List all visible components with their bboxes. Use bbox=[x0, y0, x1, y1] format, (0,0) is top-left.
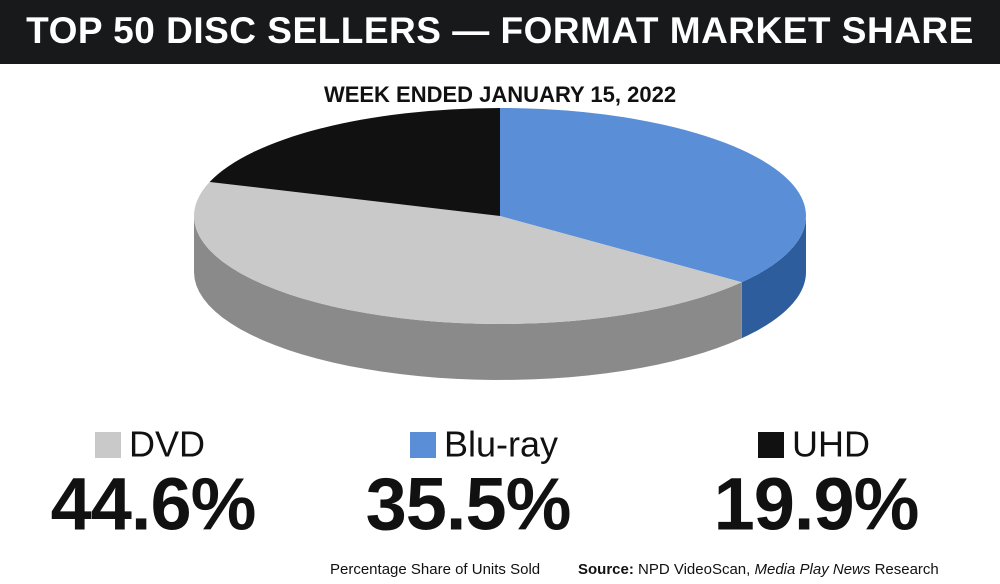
source-publication: Media Play News bbox=[755, 561, 871, 578]
source-text: NPD VideoScan, bbox=[638, 561, 750, 578]
legend-swatch bbox=[410, 432, 436, 458]
legend-label: DVD bbox=[129, 424, 205, 465]
pie bbox=[193, 108, 806, 380]
source: Source: NPD VideoScan, Media Play News R… bbox=[578, 561, 939, 578]
value-label: 19.9% bbox=[714, 463, 919, 546]
pie-slice bbox=[500, 108, 806, 283]
source-label: Source: bbox=[578, 561, 634, 578]
pie-slice bbox=[209, 108, 500, 216]
value-label: 44.6% bbox=[51, 463, 256, 546]
pie-side bbox=[741, 216, 806, 339]
legend-label: Blu-ray bbox=[444, 424, 558, 465]
note: Percentage Share of Units Sold bbox=[330, 561, 540, 578]
chart-title: TOP 50 DISC SELLERS — FORMAT MARKET SHAR… bbox=[26, 10, 974, 51]
source-suffix: Research bbox=[875, 561, 939, 578]
pie-slice bbox=[193, 181, 742, 324]
title-band bbox=[0, 0, 1000, 64]
value-label: 35.5% bbox=[366, 463, 571, 546]
chart-subtitle: WEEK ENDED JANUARY 15, 2022 bbox=[324, 82, 676, 107]
legend-label: UHD bbox=[792, 424, 870, 465]
pie-side bbox=[194, 216, 742, 380]
legend-swatch bbox=[95, 432, 121, 458]
legend-swatch bbox=[758, 432, 784, 458]
